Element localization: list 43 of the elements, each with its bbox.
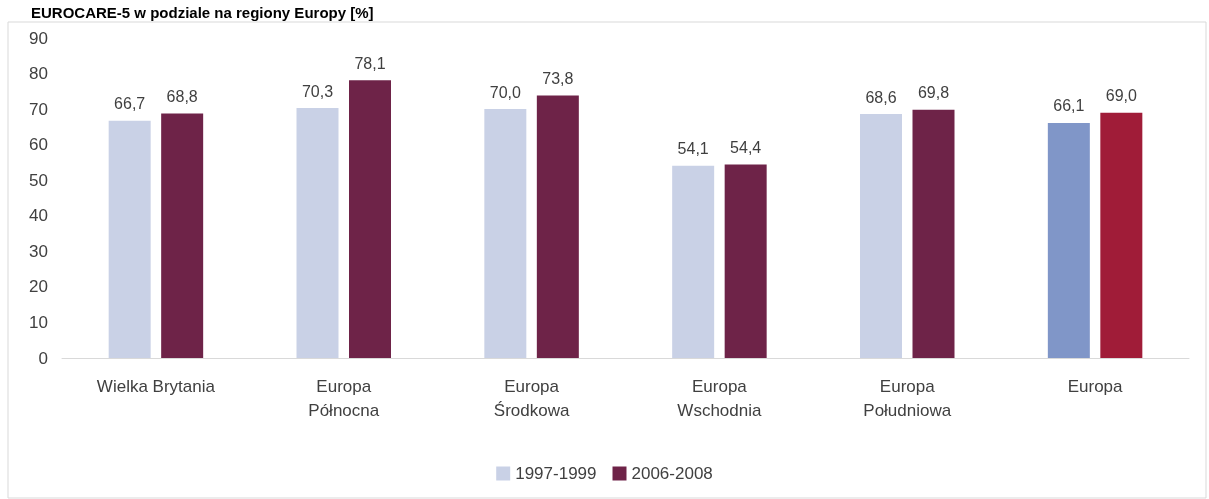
x-tick-label: Wielka Brytania xyxy=(96,376,216,396)
bar xyxy=(296,108,339,358)
data-label: 69,0 xyxy=(1105,87,1138,105)
y-tick-label: 90 xyxy=(29,28,48,48)
bar xyxy=(161,113,204,358)
data-label: 73,8 xyxy=(542,70,574,88)
data-label: 68,6 xyxy=(865,88,897,106)
bar xyxy=(672,165,715,358)
x-tick-label: Europa Południowa xyxy=(863,376,952,420)
y-tick-label: 10 xyxy=(29,312,48,332)
y-tick-label: 20 xyxy=(29,277,48,297)
data-label: 69,8 xyxy=(917,84,950,102)
chart-title: EUROCARE-5 w podziale na regiony Europy [%] xyxy=(31,4,374,21)
data-label: 54,1 xyxy=(677,140,709,158)
bar xyxy=(1100,112,1143,358)
y-tick-label: 80 xyxy=(29,64,48,84)
x-tick-label: Europa Północna xyxy=(308,376,380,420)
x-tick-label: Europa Środkowa xyxy=(493,376,570,420)
bar xyxy=(1047,122,1090,358)
y-tick-label: 50 xyxy=(29,170,48,190)
y-tick-label: 60 xyxy=(29,135,48,155)
bar xyxy=(108,120,151,358)
legend-label: 1997-1999 xyxy=(515,464,597,483)
data-label: 66,1 xyxy=(1053,97,1085,115)
data-label: 70,3 xyxy=(301,82,334,100)
x-tick-label: Europa Wschodnia xyxy=(677,376,762,420)
bar xyxy=(860,114,902,358)
data-label: 54,4 xyxy=(730,139,762,157)
bar xyxy=(536,95,579,358)
bar xyxy=(484,109,527,358)
x-tick-label: Europa xyxy=(1067,376,1124,396)
bar xyxy=(349,80,391,358)
y-tick-label: 30 xyxy=(29,241,48,261)
y-tick-label: 70 xyxy=(29,99,48,119)
bar xyxy=(912,109,955,358)
data-label: 68,8 xyxy=(166,87,198,105)
data-label: 78,1 xyxy=(354,54,386,72)
data-label: 70,0 xyxy=(489,83,522,101)
y-tick-label: 40 xyxy=(29,206,48,226)
legend-label: 2006-2008 xyxy=(631,464,713,483)
bar xyxy=(724,164,767,358)
data-label: 66,7 xyxy=(114,95,146,113)
y-tick-label: 0 xyxy=(38,348,48,368)
